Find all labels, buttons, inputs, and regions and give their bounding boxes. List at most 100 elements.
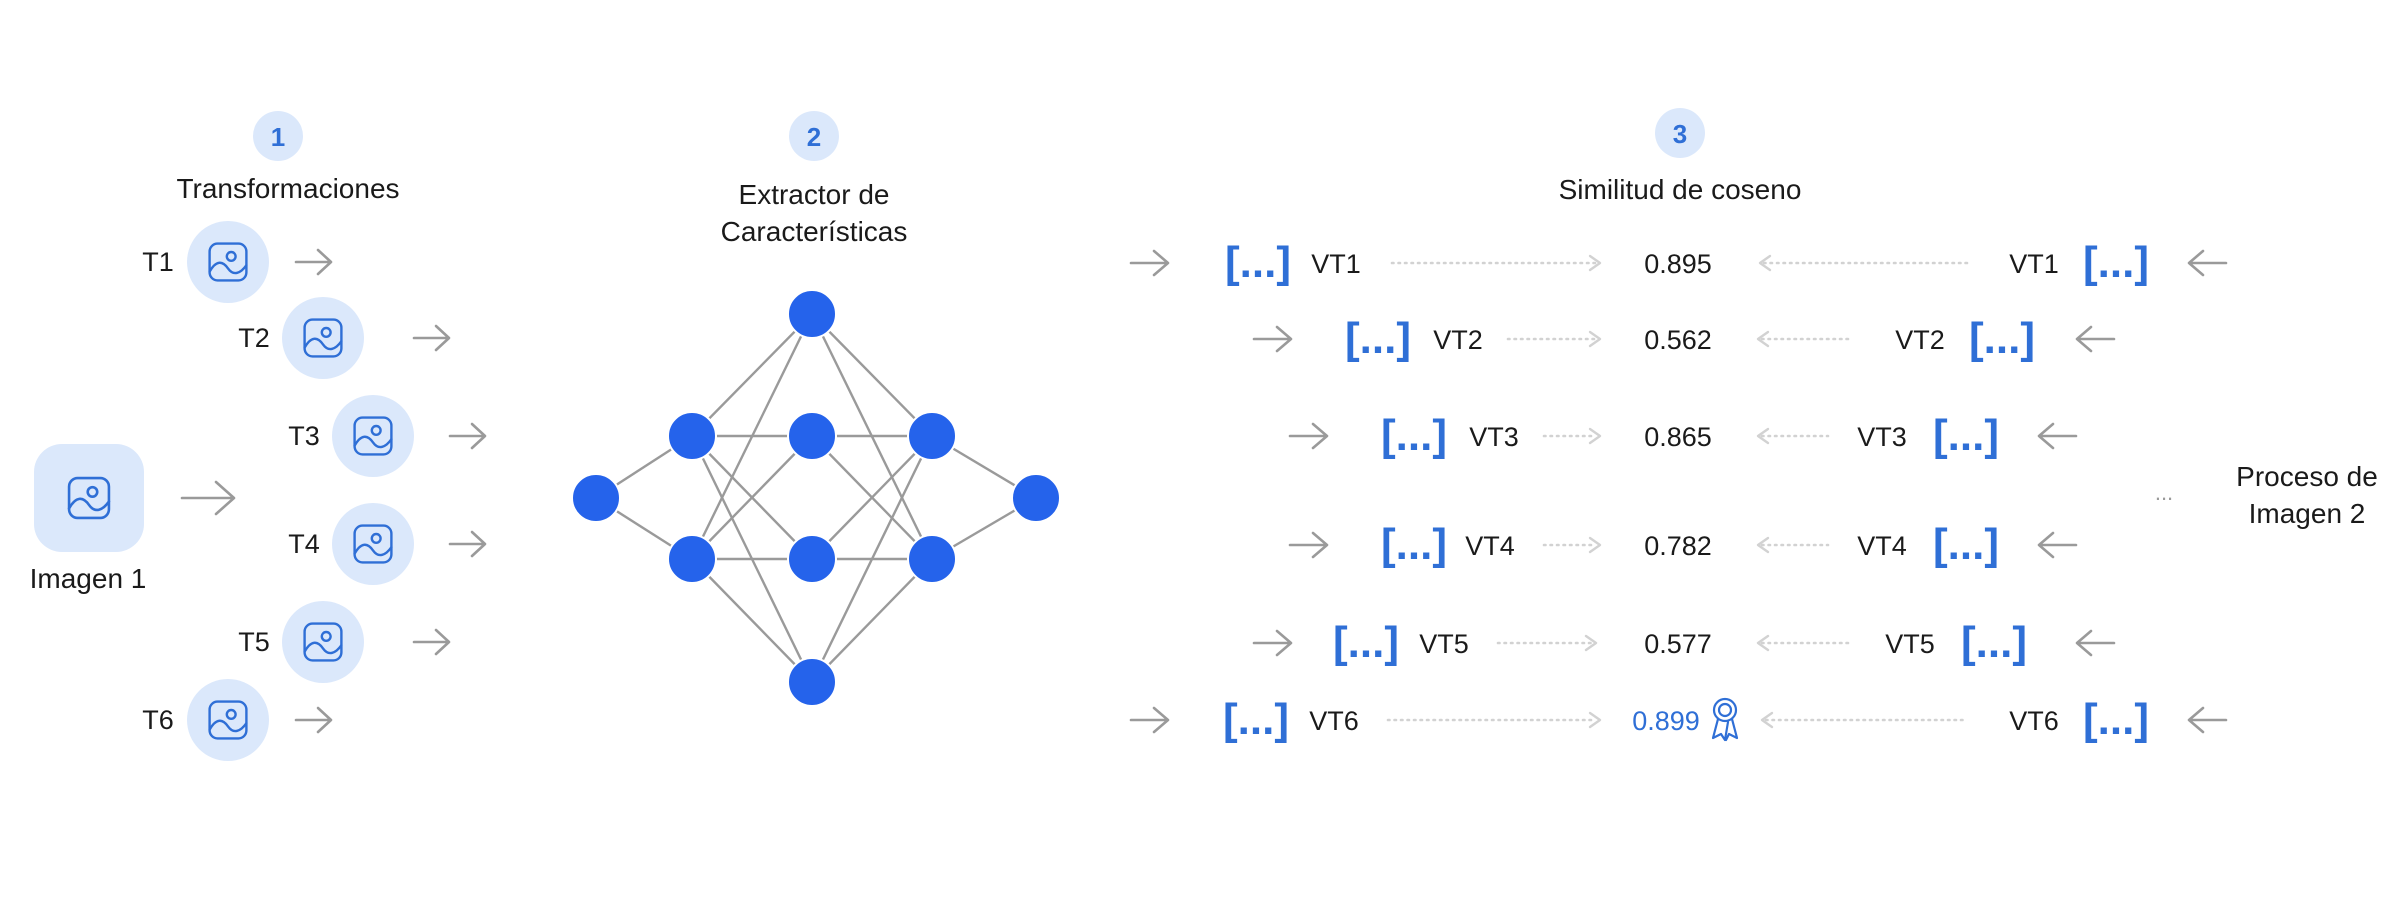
similarity-row: [...] VT6 0.899 VT6 [...] <box>1129 695 2228 744</box>
vector-label-left: VT3 <box>1469 422 1519 452</box>
network-edge <box>691 558 813 683</box>
vector-in-arrow <box>1129 706 1170 734</box>
similarity-row: [...] VT5 0.577 VT5 [...] <box>1252 618 2116 667</box>
network-edge <box>810 435 934 683</box>
network-node <box>787 411 837 461</box>
dotted-arrowhead <box>1756 634 1770 652</box>
vector-in-arrow-right <box>2075 325 2116 353</box>
transform-circle <box>187 679 269 761</box>
network-edge <box>811 558 933 683</box>
network-edge <box>811 435 933 560</box>
dotted-arrowhead <box>1756 536 1770 554</box>
step-3-number: 3 <box>1673 119 1687 149</box>
feature-vector-right: [...] <box>1933 411 1999 460</box>
dotted-arrowhead <box>1584 634 1598 652</box>
transform-label: T3 <box>288 421 320 451</box>
feature-vector-right: [...] <box>1969 314 2035 363</box>
dotted-arrowhead <box>1756 427 1770 445</box>
network-node <box>667 534 717 584</box>
dotted-arrowhead <box>1588 330 1602 348</box>
source-image: Imagen 1 <box>30 444 147 594</box>
network-edges <box>595 313 1037 683</box>
vector-label-right: VT4 <box>1857 531 1907 561</box>
vector-in-arrow <box>1288 531 1329 559</box>
feature-vector-left: [...] <box>1225 238 1291 287</box>
transform-label: T4 <box>288 529 320 559</box>
network-node <box>787 657 837 707</box>
vector-label-right: VT3 <box>1857 422 1907 452</box>
step-1-title: Transformaciones <box>176 173 399 204</box>
similarity-score: 0.577 <box>1644 629 1712 659</box>
step-3-badge <box>1655 108 1705 158</box>
transform-arrow <box>294 706 333 734</box>
similarity-score: 0.865 <box>1644 422 1712 452</box>
network-node <box>571 473 621 523</box>
vector-in-arrow-right <box>2187 249 2228 277</box>
source-to-transforms-arrow <box>180 480 236 516</box>
dotted-arrowhead <box>1760 711 1774 729</box>
network-node <box>787 534 837 584</box>
feature-vector-left: [...] <box>1345 314 1411 363</box>
vector-label-left: VT2 <box>1433 325 1483 355</box>
vector-in-arrow <box>1288 422 1329 450</box>
step-2-header: 2 Extractor de Características <box>721 111 907 247</box>
best-similarity-score: 0.899 <box>1632 706 1700 736</box>
second-image-ellipsis: ... <box>2155 480 2173 505</box>
similarity-row: [...] VT4 0.782 VT4 [...] <box>1288 520 2078 569</box>
vector-label-left: VT6 <box>1309 706 1359 736</box>
source-image-label: Imagen 1 <box>30 563 147 594</box>
network-node <box>907 534 957 584</box>
dotted-arrowhead <box>1588 427 1602 445</box>
similarity-score: 0.562 <box>1644 325 1712 355</box>
network-edge <box>691 313 813 437</box>
vector-in-arrow-right <box>2037 531 2078 559</box>
transform-item: T5 <box>238 601 451 683</box>
feature-vector-right: [...] <box>1961 618 2027 667</box>
transform-item: T1 <box>142 221 333 303</box>
transform-arrow <box>412 628 451 656</box>
dotted-arrowhead <box>1588 536 1602 554</box>
vector-in-arrow <box>1252 629 1293 657</box>
vector-in-arrow <box>1252 325 1293 353</box>
vector-in-arrow-right <box>2187 706 2228 734</box>
transform-label: T5 <box>238 627 270 657</box>
feature-vector-left: [...] <box>1381 411 1447 460</box>
vector-in-arrow-right <box>2037 422 2078 450</box>
transform-arrow <box>294 248 333 276</box>
feature-extractor-network <box>571 289 1061 707</box>
feature-vector-right: [...] <box>2083 238 2149 287</box>
network-edge <box>691 435 813 560</box>
transform-label: T2 <box>238 323 270 353</box>
vector-in-arrow <box>1129 249 1170 277</box>
vector-label-left: VT1 <box>1311 249 1361 279</box>
feature-vector-left: [...] <box>1223 695 1289 744</box>
network-node <box>907 411 957 461</box>
feature-vector-left: [...] <box>1333 618 1399 667</box>
step-3-header: 3 Similitud de coseno <box>1559 108 1801 205</box>
second-image-process: ... Proceso de Imagen 2 <box>2155 461 2378 529</box>
dotted-arrowhead <box>1758 254 1772 272</box>
dotted-arrowhead <box>1756 330 1770 348</box>
network-node <box>787 289 837 339</box>
transform-arrow <box>448 422 487 450</box>
transform-circle <box>282 297 364 379</box>
feature-vector-left: [...] <box>1381 520 1447 569</box>
vector-label-left: VT4 <box>1465 531 1515 561</box>
similarity-rows: [...] VT1 0.895 VT1 [...][...] VT2 0.562 VT2 [..… <box>1129 238 2228 744</box>
vector-label-right: VT2 <box>1895 325 1945 355</box>
transform-circle <box>187 221 269 303</box>
source-image-tile <box>34 444 144 552</box>
transform-circle <box>332 503 414 585</box>
transform-item: T2 <box>238 297 451 379</box>
vector-label-right: VT6 <box>2009 706 2059 736</box>
feature-vector-right: [...] <box>2083 695 2149 744</box>
similarity-score: 0.782 <box>1644 531 1712 561</box>
step-1-number: 1 <box>271 122 285 152</box>
step-1-header: 1 Transformaciones <box>176 111 400 204</box>
vector-label-left: VT5 <box>1419 629 1469 659</box>
similarity-row: [...] VT1 0.895 VT1 [...] <box>1129 238 2228 287</box>
transform-circle <box>332 395 414 477</box>
vector-label-right: VT1 <box>2009 249 2059 279</box>
dotted-arrowhead <box>1588 254 1602 272</box>
